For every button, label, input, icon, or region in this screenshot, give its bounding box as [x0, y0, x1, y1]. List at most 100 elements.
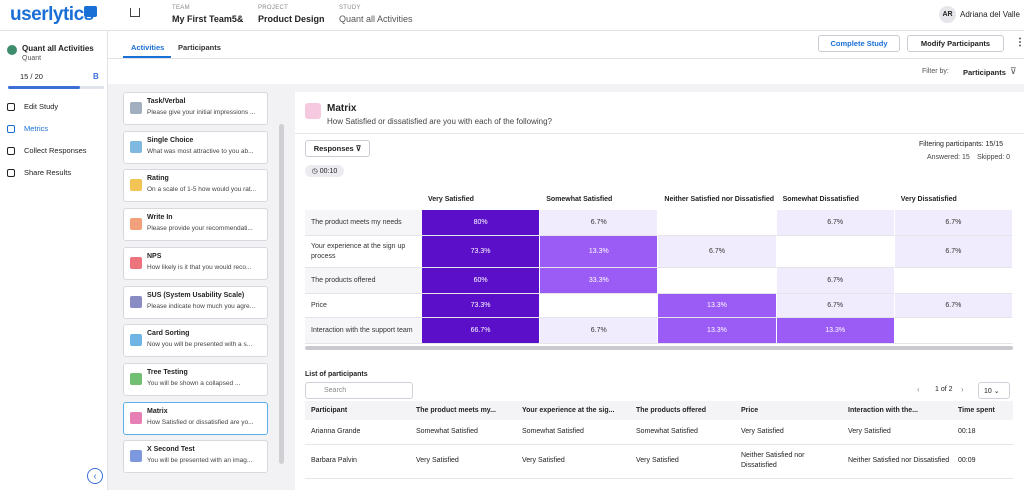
nav-item[interactable]: Edit Study: [24, 102, 59, 111]
activity-description: You will be presented with an imag...: [147, 457, 253, 465]
panel-question: How Satisfied or dissatisfied are you wi…: [327, 117, 553, 126]
search-input[interactable]: Search: [305, 382, 413, 399]
table-header[interactable]: Interaction with the...: [848, 407, 919, 414]
project[interactable]: Product Design: [258, 14, 325, 24]
activity-title: Matrix: [147, 407, 168, 415]
table-cell: 00:18: [958, 428, 976, 435]
activity-icon: [130, 450, 142, 463]
activity-icon: [130, 411, 142, 424]
matrix-cell: [894, 268, 1013, 294]
activity-card[interactable]: [123, 440, 268, 474]
table-cell: Barbara Palvin: [311, 457, 357, 464]
matrix-column-header: Somewhat Dissatisfied: [782, 196, 859, 203]
panel-divider: [295, 133, 1024, 134]
activity-card[interactable]: [123, 169, 268, 203]
table-row-border: [305, 478, 1013, 479]
nav-icon: [7, 125, 15, 133]
project-label: PROJECT: [258, 5, 289, 11]
table-header-bg: [305, 401, 1013, 420]
skipped: Skipped: 0: [977, 154, 1011, 161]
tab[interactable]: Participants: [178, 43, 221, 52]
activity-description: How Satisfied or dissatisfied are yo...: [147, 418, 254, 426]
tab-underline: [123, 56, 171, 58]
activity-icon: [130, 140, 142, 153]
matrix-row-label: The products offered: [305, 268, 422, 294]
matrix-cell: 6.7%: [894, 294, 1013, 318]
page-size[interactable]: 10 ⌄: [978, 382, 1010, 399]
more-menu[interactable]: ⋮: [1015, 37, 1024, 48]
home-icon[interactable]: [130, 8, 140, 17]
activity-card[interactable]: [123, 92, 268, 125]
matrix-cell: 6.7%: [894, 210, 1013, 236]
matrix-column-header: Very Satisfied: [428, 196, 474, 203]
matrix-row-label: Your experience at the sign up process: [305, 236, 422, 268]
activity-icon: [130, 179, 142, 192]
activity-card[interactable]: [123, 362, 268, 396]
matrix-scrollbar: [305, 346, 1013, 350]
page-size-value: 10: [984, 388, 992, 395]
activity-icon: [130, 372, 142, 385]
table-header[interactable]: Participant: [311, 407, 348, 414]
matrix-cell: 73.3%: [422, 236, 541, 268]
prev-page[interactable]: ‹: [917, 385, 920, 394]
matrix-column-header: Very Dissatisfied: [900, 196, 957, 203]
filter-value[interactable]: Participants: [963, 68, 1006, 77]
matrix-cell: 13.3%: [658, 318, 777, 344]
avatar[interactable]: AR: [939, 6, 956, 23]
logo[interactable]: userlytics: [10, 4, 94, 25]
activity-card[interactable]: [123, 285, 268, 319]
activity-icon: [130, 256, 142, 269]
answered: Answered: 15: [927, 154, 970, 161]
table-header[interactable]: Your experience at the sig...: [522, 407, 615, 414]
nav-item[interactable]: Collect Responses: [24, 146, 87, 155]
complete-study-button[interactable]: Complete Study: [818, 35, 900, 52]
tab[interactable]: Activities: [131, 43, 165, 52]
activity-title: Card Sorting: [147, 330, 190, 338]
table-cell: Somewhat Satisfied: [522, 428, 584, 435]
matrix-cell: 6.7%: [776, 268, 895, 294]
user-name[interactable]: Adriana del Valle: [960, 10, 1020, 19]
sidebar-study-title: Quant all Activities: [22, 44, 94, 53]
table-header[interactable]: Price: [741, 407, 759, 414]
table-header[interactable]: The products offered: [636, 407, 707, 414]
progress-track: [8, 86, 104, 89]
activity-title: Task/Verbal: [147, 98, 186, 105]
collapse-button[interactable]: ‹: [87, 468, 103, 484]
table-header[interactable]: The product meets my...: [416, 407, 496, 414]
activity-title: X Second Test: [147, 446, 195, 454]
activity-description: How likely is it that you would reco...: [147, 263, 252, 271]
matrix-cell: 80%: [422, 210, 541, 236]
matrix-row-label: Interaction with the support team: [305, 318, 422, 344]
panel-title: Matrix: [327, 103, 357, 114]
activity-card[interactable]: [123, 324, 268, 358]
next-page[interactable]: ›: [961, 385, 964, 394]
nav-item[interactable]: Share Results: [24, 168, 72, 177]
table-cell: Arianna Grande: [311, 428, 361, 435]
search-placeholder: Search: [324, 387, 347, 394]
team[interactable]: My First Team5&: [172, 14, 244, 24]
activity-card[interactable]: [123, 208, 268, 242]
modify-participants-button[interactable]: Modify Participants: [907, 35, 1004, 52]
table-header[interactable]: Time spent: [958, 407, 995, 414]
table-cell: Neither Satisfied nor Dissatisfied: [741, 452, 805, 469]
filter-icon[interactable]: ⊽: [1010, 66, 1017, 76]
study: Quant all Activities: [339, 14, 413, 24]
matrix-cell: 66.7%: [422, 318, 541, 344]
table-cell: Very Satisfied: [636, 457, 679, 464]
activity-icon: [130, 334, 142, 347]
table-cell: Very Satisfied: [848, 428, 891, 435]
logo-icon: [84, 6, 97, 17]
study-label: STUDY: [339, 5, 361, 11]
study-icon: [7, 45, 17, 55]
activity-title: NPS: [147, 252, 162, 260]
activity-card[interactable]: [123, 401, 268, 435]
responses-button[interactable]: Responses ⊽: [305, 140, 370, 157]
matrix-column-header: Neither Satisfied nor Dissatisfied: [664, 196, 775, 203]
matrix-cell: 6.7%: [658, 236, 777, 268]
nav-item[interactable]: Metrics: [24, 124, 49, 133]
activity-card[interactable]: [123, 246, 268, 280]
participants-title: List of participants: [305, 371, 368, 378]
activity-card[interactable]: [123, 130, 268, 164]
tabs-border: [108, 58, 1024, 59]
nav-icon: [7, 169, 15, 177]
